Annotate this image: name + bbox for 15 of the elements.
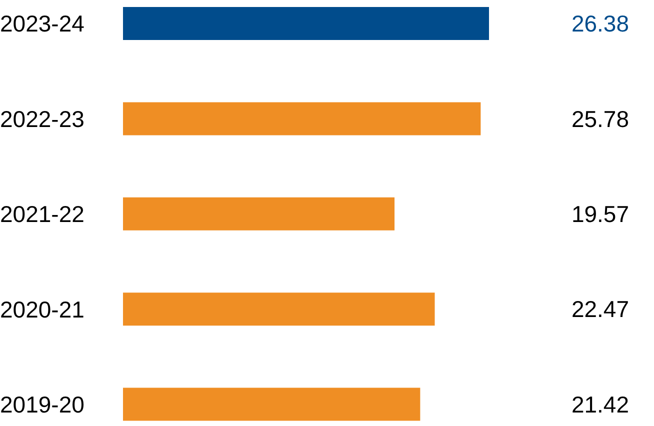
y-tick-label: 2020-21 bbox=[0, 296, 84, 322]
y-tick-label: 2023-24 bbox=[0, 10, 85, 37]
y-tick-label: 2021-22 bbox=[0, 201, 84, 228]
bar bbox=[123, 388, 420, 421]
data-label: 19.57 bbox=[571, 200, 629, 227]
bar bbox=[123, 102, 481, 136]
bar bbox=[123, 197, 395, 230]
data-label: 21.42 bbox=[571, 391, 629, 418]
bar bbox=[123, 7, 489, 40]
y-tick-label: 2019-20 bbox=[0, 391, 84, 418]
data-label: 22.47 bbox=[571, 296, 629, 322]
y-tick-label: 2022-23 bbox=[0, 106, 84, 132]
data-label: 26.38 bbox=[571, 10, 629, 37]
bar bbox=[123, 292, 435, 326]
data-label: 25.78 bbox=[571, 106, 629, 132]
